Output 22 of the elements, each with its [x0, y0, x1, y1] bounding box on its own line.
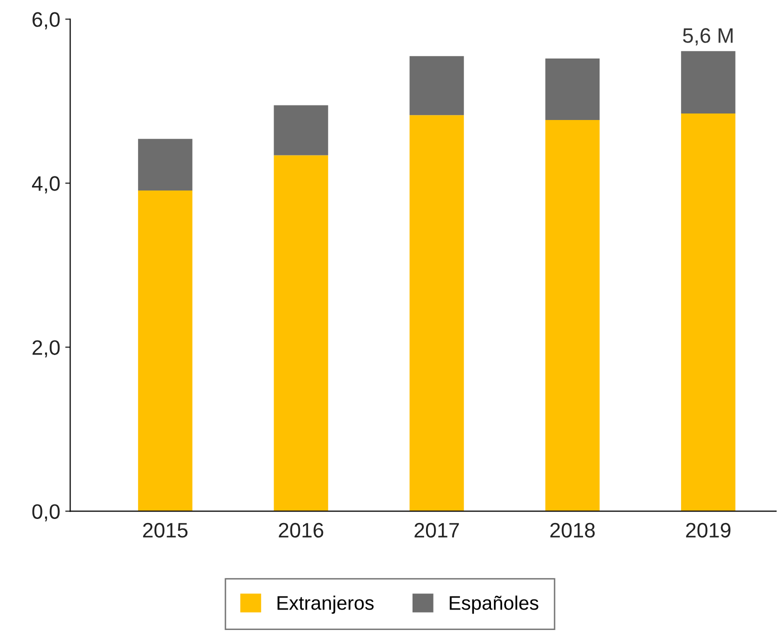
- bar: [545, 120, 600, 512]
- x-tick-label: 2017: [414, 522, 459, 538]
- bar: [274, 105, 328, 156]
- bar: [410, 115, 464, 512]
- total-label: 5,6 M: [683, 28, 733, 46]
- bar: [681, 113, 736, 512]
- y-tick-label: 0,0: [32, 504, 60, 522]
- legend-label: Españoles: [450, 596, 538, 614]
- legend-label: Extranjeros: [278, 596, 374, 614]
- bar: [410, 56, 464, 116]
- bar: [545, 58, 600, 120]
- bar: [138, 190, 192, 512]
- x-tick-label: 2019: [686, 522, 730, 538]
- bar: [681, 51, 736, 114]
- x-tick-label: 2015: [143, 522, 188, 538]
- x-tick-label: 2016: [278, 522, 324, 538]
- y-tick-label: 2,0: [32, 340, 60, 358]
- bar: [138, 138, 192, 191]
- bar: [274, 155, 328, 512]
- y-tick-label: 6,0: [32, 12, 60, 30]
- y-tick-label: 4,0: [32, 176, 60, 194]
- x-tick-label: 2018: [550, 522, 595, 538]
